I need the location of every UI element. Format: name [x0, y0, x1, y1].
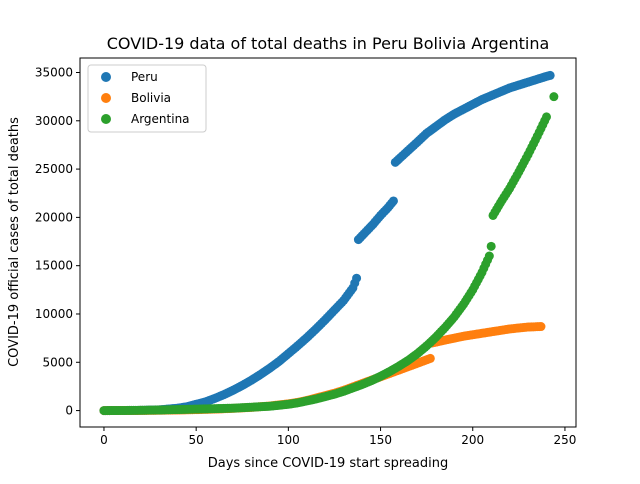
y-tick-label: 15000: [35, 259, 73, 273]
legend: Peru Bolivia Argentina: [87, 64, 207, 133]
x-axis-label: Days since COVID-19 start spreading: [208, 456, 448, 471]
data-point-argentina: [486, 241, 496, 251]
legend-label-bolivia: Bolivia: [131, 91, 171, 105]
data-point-bolivia: [425, 353, 435, 363]
y-tick-label: 10000: [35, 307, 73, 321]
y-tick-label: 5000: [42, 355, 73, 369]
y-tick-label: 0: [65, 404, 73, 418]
data-point-argentina: [549, 92, 559, 102]
y-tick-label: 30000: [35, 114, 73, 128]
y-tick-label: 35000: [35, 65, 73, 79]
legend-marker-peru: [101, 72, 111, 82]
data-point-bolivia: [536, 322, 546, 332]
data-point-argentina: [541, 112, 551, 122]
x-tick-label: 200: [461, 433, 484, 447]
legend-label-argentina: Argentina: [131, 112, 190, 126]
x-tick-label: 150: [369, 433, 392, 447]
legend-marker-argentina: [101, 114, 111, 124]
x-tick-label: 100: [277, 433, 300, 447]
x-axis: 0 50 100 150 200 250: [100, 427, 576, 447]
data-points: [99, 70, 559, 416]
data-point-peru: [352, 273, 362, 283]
y-tick-label: 25000: [35, 162, 73, 176]
series-argentina-points: [99, 92, 559, 416]
x-tick-label: 50: [189, 433, 204, 447]
plot-frame: [79, 57, 577, 428]
x-tick-label: 0: [100, 433, 108, 447]
y-axis-label: COVID-19 official cases of total deaths: [7, 117, 22, 367]
data-point-argentina: [484, 251, 494, 261]
y-tick-label: 20000: [35, 210, 73, 224]
x-tick-label: 250: [553, 433, 576, 447]
data-point-peru: [545, 70, 555, 80]
legend-marker-bolivia: [101, 93, 111, 103]
data-point-peru: [388, 196, 398, 206]
y-axis: 0 5000 10000 15000 20000 25000 30000 35000: [35, 65, 80, 418]
legend-box: [87, 64, 207, 133]
legend-label-peru: Peru: [131, 70, 158, 84]
chart-title: COVID-19 data of total deaths in Peru Bo…: [107, 34, 550, 53]
